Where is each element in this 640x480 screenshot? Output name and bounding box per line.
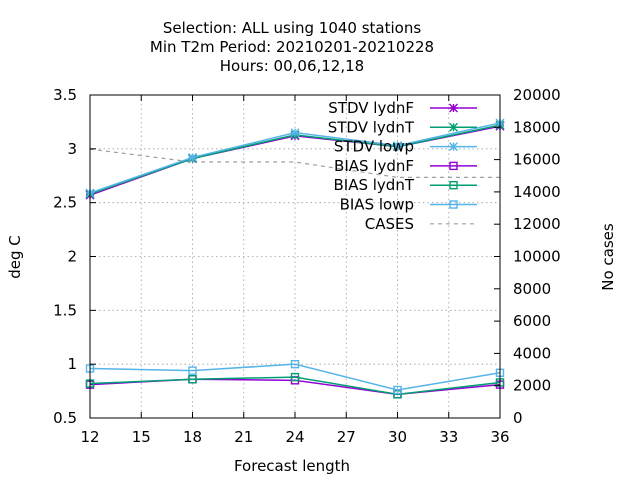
x-tick-label: 15	[132, 428, 151, 446]
x-tick-label: 24	[285, 428, 304, 446]
x-tick-label: 36	[490, 428, 509, 446]
legend-entry: BIAS lowp	[340, 196, 477, 214]
legend-marker	[449, 122, 458, 132]
legend-label: BIAS lowp	[340, 196, 414, 214]
x-tick-label: 30	[388, 428, 407, 446]
legend-marker	[449, 142, 458, 152]
legend-label: STDV lydnF	[328, 99, 414, 117]
data-point	[188, 366, 197, 375]
grid	[90, 95, 500, 418]
x-tick-label: 33	[439, 428, 458, 446]
y2-tick-label: 12000	[513, 215, 561, 233]
chart-title-line-2: Min T2m Period: 20210201-20210228	[150, 38, 434, 56]
series-line-bias-lydnt	[89, 376, 501, 396]
y2-axis-label: No cases	[599, 223, 617, 291]
legend-entry: BIAS lydnT	[333, 176, 477, 194]
y-tick-label: 0.5	[53, 409, 77, 427]
x-tick-label: 21	[234, 428, 253, 446]
y2-tick-label: 16000	[513, 151, 561, 169]
data-point	[393, 390, 402, 399]
y2-tick-label: 20000	[513, 86, 561, 104]
legend-label: CASES	[365, 215, 414, 233]
y2-tick-label: 4000	[513, 344, 551, 362]
data-point	[188, 375, 197, 384]
legend-marker	[449, 180, 458, 190]
x-axis-label: Forecast length	[234, 457, 350, 475]
legend-marker	[449, 103, 458, 113]
data-point	[290, 128, 300, 138]
chart-title-line-1: Selection: ALL using 1040 stations	[163, 19, 422, 37]
series-line-bias-lowp	[89, 363, 501, 391]
series-layer	[85, 118, 505, 399]
y2-tick-label: 18000	[513, 118, 561, 136]
x-tick-label: 18	[183, 428, 202, 446]
legend-marker	[449, 200, 458, 209]
legend-entry: STDV lydnT	[328, 118, 477, 136]
data-point	[290, 359, 300, 369]
legend-label: BIAS lydnT	[333, 176, 414, 194]
y2-tick-label: 14000	[513, 183, 561, 201]
y2-tick-label: 2000	[513, 377, 551, 395]
legend-entry: BIAS lydnF	[334, 157, 477, 175]
y2-tick-label: 6000	[513, 312, 551, 330]
legend-entry: STDV lowp	[334, 138, 477, 156]
ticks: 12 15 18 21 24 27 30 33 36 0.5 1 1.5 2 2.5 3 3.5 0 2000 40…	[53, 86, 561, 446]
legend-label: STDV lydnT	[328, 118, 415, 136]
legend-marker	[449, 161, 458, 171]
y-tick-label: 1.5	[53, 301, 77, 319]
chart-title-line-3: Hours: 00,06,12,18	[220, 57, 364, 75]
data-point	[393, 385, 402, 395]
legend-entry: STDV lydnF	[328, 99, 477, 117]
y2-tick-label: 10000	[513, 248, 561, 266]
legend-label: STDV lowp	[334, 138, 414, 156]
y-tick-label: 1	[67, 355, 77, 373]
data-point	[188, 152, 197, 162]
legend-label: BIAS lydnF	[334, 157, 414, 175]
y-tick-label: 3	[67, 140, 77, 158]
data-point	[393, 141, 402, 151]
y-axis-label: deg C	[6, 235, 24, 279]
data-point	[290, 372, 300, 382]
x-tick-label: 12	[80, 428, 99, 446]
x-tick-label: 27	[337, 428, 356, 446]
y-tick-label: 3.5	[53, 86, 77, 104]
legend-entry: CASES	[365, 215, 477, 233]
y2-tick-label: 8000	[513, 280, 551, 298]
y-tick-label: 2	[67, 248, 77, 266]
y-tick-label: 2.5	[53, 194, 77, 212]
y2-tick-label: 0	[513, 409, 523, 427]
